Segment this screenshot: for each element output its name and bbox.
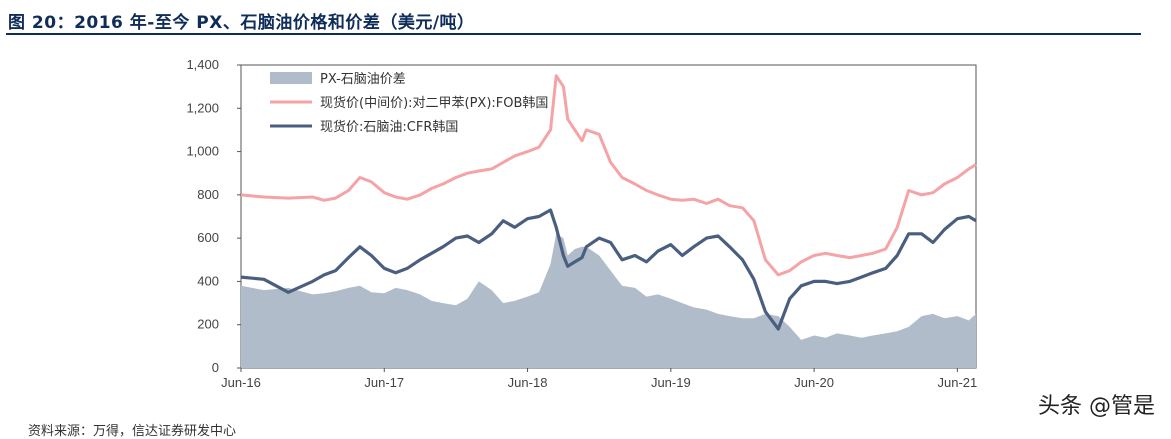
y-tick-label: 0 [212, 360, 219, 375]
y-tick-label: 1,200 [186, 100, 219, 115]
y-tick-label: 200 [197, 317, 219, 332]
figure-title: 图 20：2016 年-至今 PX、石脑油价格和价差（美元/吨） [8, 13, 475, 33]
y-tick-label: 400 [197, 273, 219, 288]
px-price-line [240, 74, 977, 277]
x-tick-label: Jun-16 [221, 375, 261, 390]
legend: PX-石脑油价差现货价(中间价):对二甲苯(PX):FOB韩国现货价:石脑油:C… [270, 72, 548, 135]
legend-swatch-spread [270, 72, 312, 84]
series-layer [240, 74, 977, 368]
source-note: 资料来源：万得，信达证券研发中心 [28, 424, 237, 439]
x-tick-label: Jun-21 [937, 375, 977, 390]
x-tick-label: Jun-18 [508, 375, 548, 390]
y-tick-label: 1,400 [186, 57, 219, 72]
watermark: 头条 @管是 [1038, 394, 1155, 419]
x-tick-label: Jun-19 [651, 375, 691, 390]
x-tick-label: Jun-17 [364, 375, 404, 390]
x-axis: Jun-16 Jun-17 Jun-18 Jun-19 Jun-20 Jun-21 [221, 368, 977, 390]
x-tick-label: Jun-20 [794, 375, 834, 390]
legend-label: 现货价:石脑油:CFR韩国 [320, 119, 458, 135]
legend-label: 现货价(中间价):对二甲苯(PX):FOB韩国 [320, 95, 548, 111]
naphtha-price-line [240, 208, 977, 331]
y-tick-label: 1,000 [186, 144, 219, 159]
title-divider [6, 33, 1141, 35]
y-tick-label: 600 [197, 230, 219, 245]
legend-label: PX-石脑油价差 [320, 72, 406, 87]
spread-area [241, 233, 976, 368]
y-tick-label: 800 [197, 187, 219, 202]
y-axis: 0 200 400 600 800 1,000 1,200 1,400 [186, 57, 241, 375]
